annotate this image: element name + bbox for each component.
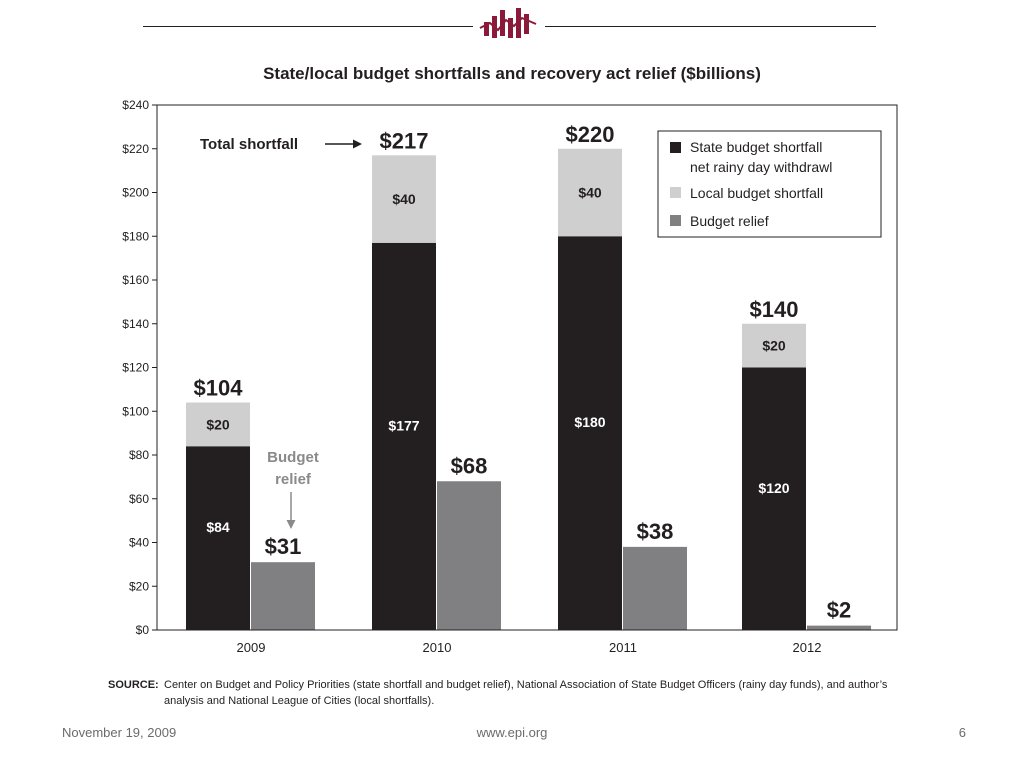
total-value-label: $104	[194, 376, 244, 401]
y-tick-label: $180	[122, 229, 149, 243]
bar-budget-relief	[623, 546, 687, 630]
bar-state-shortfall	[372, 242, 436, 630]
bar-local-shortfall	[742, 323, 806, 368]
bar-budget-relief	[251, 562, 315, 630]
y-tick-label: $120	[122, 361, 149, 375]
bar-budget-relief	[807, 625, 871, 630]
budget-relief-arrow-head	[286, 520, 296, 529]
y-tick-label: $20	[129, 579, 149, 593]
budget-relief-annotation-line2: relief	[275, 471, 312, 488]
header-rule-right	[545, 26, 876, 27]
y-tick-label: $80	[129, 448, 149, 462]
plot-frame	[156, 104, 898, 631]
y-tick-label: $200	[122, 186, 149, 200]
budget-relief-annotation: Budget	[267, 449, 319, 466]
bar-local-shortfall	[186, 402, 250, 447]
bar-chart: $0 $20 $40 $60 $80 $100 $120 $140 $160 $180 $200 $2…	[122, 98, 898, 655]
total-shortfall-arrow-head	[353, 139, 362, 149]
footer-date: November 19, 2009	[62, 725, 177, 740]
source-body: Center on Budget and Policy Priorities (…	[164, 679, 888, 707]
epi-logo-icon	[479, 8, 537, 38]
legend-swatch-local	[670, 187, 681, 198]
state-value-label: $120	[758, 480, 789, 496]
y-tick-label: $100	[122, 404, 149, 418]
x-tick-label: 2010	[423, 640, 452, 655]
total-value-label: $217	[380, 128, 429, 153]
header-rule-left	[143, 26, 473, 27]
bar-state-shortfall	[742, 367, 806, 630]
y-tick-label: $140	[122, 317, 149, 331]
x-tick-label: 2012	[793, 640, 822, 655]
legend-swatch-relief	[670, 215, 681, 226]
source-note: SOURCE: Center on Budget and Policy Prio…	[108, 677, 908, 709]
relief-value-label: $68	[451, 453, 488, 478]
bar-local-shortfall	[372, 155, 436, 243]
legend-box	[657, 130, 882, 238]
relief-value-label: $2	[827, 598, 851, 623]
total-shortfall-annotation: Total shortfall	[200, 136, 298, 153]
y-tick-label: $40	[129, 536, 149, 550]
y-tick-label: $0	[136, 623, 150, 637]
chart-title: State/local budget shortfalls and recove…	[263, 64, 761, 83]
state-value-label: $177	[388, 417, 419, 433]
state-value-label: $84	[206, 519, 230, 535]
x-tick-label: 2011	[609, 640, 637, 655]
y-tick-label: $60	[129, 492, 149, 506]
legend-label-state-line2: net rainy day withdrawl	[690, 159, 832, 175]
state-value-label: $180	[574, 414, 605, 430]
y-tick-label: $240	[122, 98, 149, 112]
total-value-label: $140	[750, 297, 799, 322]
footer-url: www.epi.org	[476, 725, 548, 740]
total-value-label: $220	[566, 122, 615, 147]
bar-budget-relief	[437, 481, 501, 630]
x-tick-label: 2009	[237, 640, 266, 655]
bar-local-shortfall	[558, 148, 622, 237]
source-label: SOURCE:	[108, 679, 159, 691]
legend-label-relief: Budget relief	[690, 213, 769, 229]
local-value-label: $40	[578, 185, 602, 201]
local-value-label: $40	[392, 191, 416, 207]
local-value-label: $20	[762, 338, 786, 354]
bar-state-shortfall	[186, 446, 250, 630]
legend-label-state: State budget shortfall	[690, 139, 822, 155]
relief-value-label: $38	[637, 519, 674, 544]
legend-swatch-state	[670, 142, 681, 153]
bar-state-shortfall	[558, 236, 622, 630]
footer-page-number: 6	[958, 725, 966, 740]
y-tick-label: $220	[122, 142, 149, 156]
y-tick-label: $160	[122, 273, 149, 287]
relief-value-label: $31	[265, 534, 302, 559]
local-value-label: $20	[206, 416, 230, 432]
legend-label-local: Local budget shortfall	[690, 185, 823, 201]
